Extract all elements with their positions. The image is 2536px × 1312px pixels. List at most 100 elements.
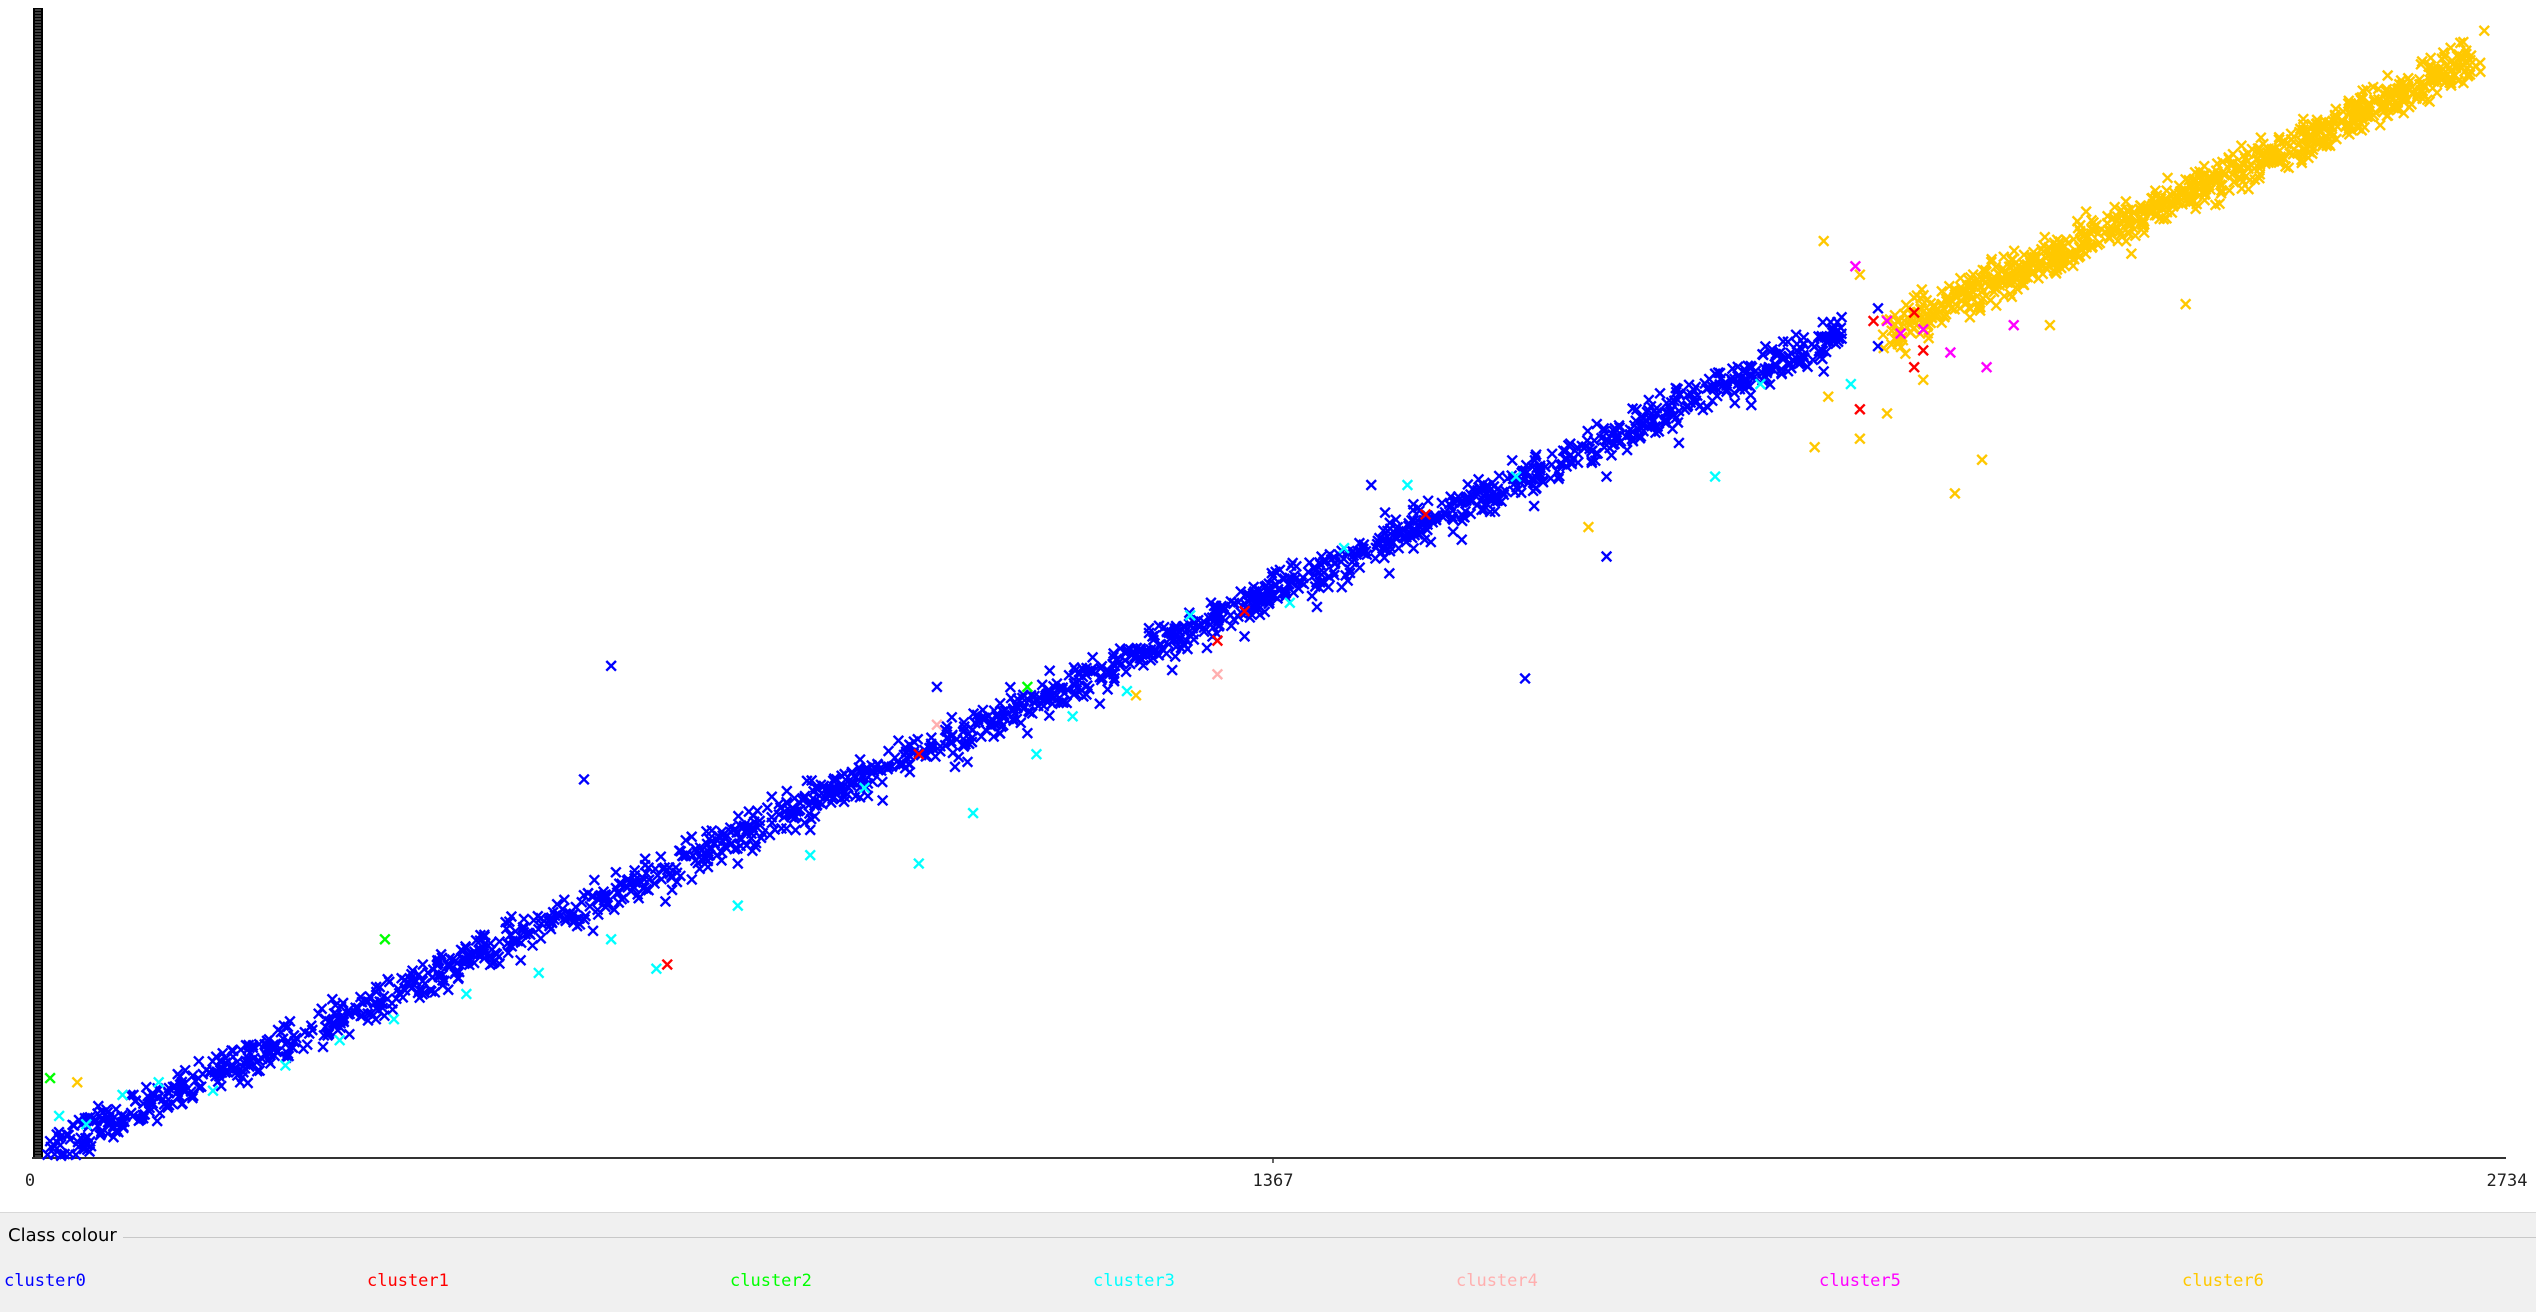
scatter-plot: 0 1367 2734 [0,0,2536,1212]
data-point-cluster0 [931,753,939,761]
data-point-cluster0 [1324,583,1332,591]
data-point-cluster0 [1381,509,1389,517]
data-point-cluster3 [969,809,977,817]
data-point-cluster6 [1879,331,1887,339]
data-point-cluster3 [607,935,615,943]
data-point-cluster0 [1006,683,1014,691]
legend-items: cluster0 cluster1 cluster2 cluster3 clus… [0,1271,2536,1295]
data-point-cluster0 [299,1045,307,1053]
data-point-cluster2 [381,935,389,943]
data-point-cluster6 [2000,253,2008,261]
data-point-cluster6 [1584,523,1592,531]
data-point-cluster0 [1385,569,1393,577]
data-point-cluster3 [462,990,470,998]
data-point-cluster3 [1711,473,1719,481]
data-point-cluster0 [1104,685,1112,693]
data-point-cluster0 [933,683,941,691]
data-point-cluster6 [1978,456,1986,464]
data-point-cluster0 [1424,497,1432,505]
data-point-cluster6 [1919,376,1927,384]
data-point-cluster0 [661,897,669,905]
data-point-cluster0 [1395,544,1403,552]
data-point-cluster0 [1530,502,1538,510]
data-point-cluster0 [885,747,893,755]
data-point-cluster4 [1213,670,1221,678]
data-point-cluster6 [1856,271,1864,279]
data-point-cluster0 [389,1006,397,1014]
legend-entry-cluster5[interactable]: cluster5 [1819,1271,1901,1291]
data-point-cluster0 [520,915,528,923]
legend-panel: Class colour cluster0 cluster1 cluster2 … [0,1212,2536,1312]
data-point-cluster0 [734,860,742,868]
data-point-cluster6 [2299,115,2307,123]
data-point-cluster6 [2082,208,2090,216]
data-point-cluster5 [1983,363,1991,371]
data-point-cluster6 [2163,187,2171,195]
data-point-cluster0 [1495,472,1503,480]
data-point-cluster0 [948,713,956,721]
data-point-cluster0 [879,796,887,804]
data-point-cluster0 [792,826,800,834]
data-point-cluster0 [1096,700,1104,708]
data-point-cluster0 [1367,481,1375,489]
data-point-cluster0 [734,812,742,820]
data-point-cluster0 [142,1083,150,1091]
data-point-cluster0 [1603,473,1611,481]
data-point-cluster0 [419,961,427,969]
data-point-cluster3 [535,969,543,977]
data-point-cluster6 [2164,174,2172,182]
data-point-cluster2 [46,1074,54,1082]
data-point-cluster6 [2046,321,2054,329]
x-tick-label-max: 2734 [2487,1171,2528,1191]
legend-entry-cluster2[interactable]: cluster2 [730,1271,812,1291]
data-point-cluster0 [607,662,615,670]
data-point-cluster0 [496,938,504,946]
data-point-cluster3 [806,851,814,859]
points-layer [44,27,2489,1160]
data-point-cluster3 [1847,380,1855,388]
data-point-cluster6 [1966,313,1974,321]
data-point-cluster0 [1241,632,1249,640]
data-point-cluster0 [590,876,598,884]
data-point-cluster0 [1819,318,1827,326]
x-tick-label-min: 0 [25,1171,35,1191]
data-point-cluster6 [2376,121,2384,129]
legend-entry-cluster3[interactable]: cluster3 [1093,1271,1175,1291]
data-point-cluster3 [652,965,660,973]
y-axis-ruler [33,8,43,1158]
data-point-cluster1 [1856,405,1864,413]
data-point-cluster0 [1800,333,1808,341]
data-point-cluster6 [1132,691,1140,699]
data-point-cluster0 [782,825,790,833]
data-point-cluster6 [2182,300,2190,308]
data-point-cluster0 [1508,456,1516,464]
data-point-cluster0 [537,934,545,942]
data-point-cluster6 [2237,142,2245,150]
data-point-cluster0 [1089,653,1097,661]
data-point-cluster4 [933,721,941,729]
data-point-cluster0 [1045,712,1053,720]
legend-entry-cluster4[interactable]: cluster4 [1456,1271,1538,1291]
data-point-cluster0 [1449,528,1457,536]
legend-entry-cluster0[interactable]: cluster0 [4,1271,86,1291]
data-point-cluster0 [1623,446,1631,454]
data-point-cluster1 [1910,363,1918,371]
data-point-cluster0 [1731,399,1739,407]
data-point-cluster0 [1308,592,1316,600]
data-point-cluster0 [806,826,814,834]
data-point-cluster3 [1069,712,1077,720]
data-point-cluster0 [1371,554,1379,562]
data-point-cluster6 [1992,302,2000,310]
legend-entry-cluster6[interactable]: cluster6 [2182,1271,2264,1291]
data-point-cluster6 [1811,443,1819,451]
data-point-cluster3 [281,1061,289,1069]
data-point-cluster3 [118,1091,126,1099]
data-point-cluster0 [1521,674,1529,682]
data-point-cluster0 [156,1109,164,1117]
data-point-cluster0 [1747,401,1755,409]
data-point-cluster6 [2405,103,2413,111]
data-point-cluster3 [336,1036,344,1044]
legend-entry-cluster1[interactable]: cluster1 [367,1271,449,1291]
data-point-cluster6 [73,1078,81,1086]
data-point-cluster1 [663,961,671,969]
